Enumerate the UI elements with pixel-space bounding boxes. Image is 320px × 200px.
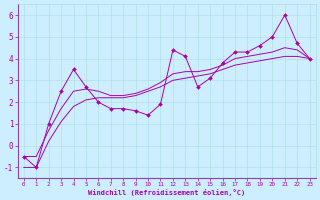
X-axis label: Windchill (Refroidissement éolien,°C): Windchill (Refroidissement éolien,°C) xyxy=(88,189,245,196)
